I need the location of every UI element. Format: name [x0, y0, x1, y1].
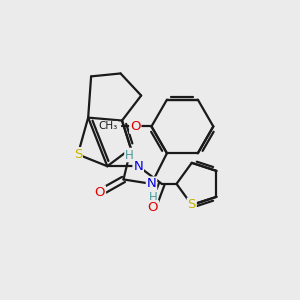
Text: N: N: [147, 177, 156, 190]
Text: N: N: [133, 160, 143, 173]
Text: O: O: [95, 186, 105, 199]
Text: CH₃: CH₃: [98, 122, 118, 131]
Text: O: O: [148, 201, 158, 214]
Text: H: H: [125, 148, 134, 161]
Text: S: S: [188, 198, 196, 212]
Text: H: H: [148, 190, 157, 204]
Text: O: O: [130, 120, 140, 133]
Text: S: S: [74, 148, 82, 161]
